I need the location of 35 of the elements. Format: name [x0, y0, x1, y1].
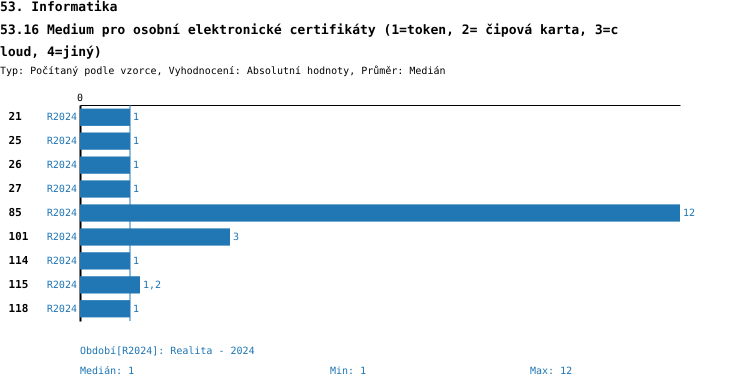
y-tick-label: 118: [8, 302, 28, 315]
text: R2024: [46, 184, 77, 196]
y-tick-label: 25: [8, 134, 22, 148]
data-label: 12: [683, 208, 696, 219]
text: 0: [76, 93, 84, 104]
text: Typ: Počítaný podle vzorce, Vyhodnocení: Absolutní hodnoty, Průměr: Medián: [0, 66, 446, 77]
y-tick-label: 114: [8, 254, 29, 267]
data-label: 1,2: [143, 280, 162, 291]
data-label: 1: [133, 112, 140, 124]
y-tick-label: 21: [8, 110, 22, 124]
y-tick-label: 26: [8, 158, 22, 172]
data-label: 3: [233, 232, 240, 243]
y-tick-label: 27: [8, 182, 22, 196]
text: R2024: [46, 304, 77, 315]
series-label: R2024: [46, 112, 77, 124]
chart-subtitle: 53.16 Medium pro osobní elektronické certifikáty (1=token, 2= čipová karta, 3=cloud, 4=jiný): [0, 22, 620, 62]
text: R2024: [46, 136, 77, 148]
y-tick-label: 115: [8, 278, 28, 291]
data-label: 1: [133, 184, 140, 196]
data-label: 1: [133, 136, 140, 148]
y-tick-label: 85: [8, 206, 22, 219]
text: R2024: [46, 160, 77, 172]
chart-title: 53. Informatika: [0, 0, 118, 15]
data-label: 1: [133, 256, 140, 267]
text: Medián: 1: [80, 366, 134, 377]
text: Min: 1: [330, 366, 366, 377]
text: Období[R2024]: Realita - 2024: [80, 346, 255, 357]
text: R2024: [46, 208, 77, 219]
data-label: 1: [133, 160, 140, 172]
text: R2024: [46, 256, 77, 267]
text: R2024: [46, 280, 77, 291]
data-label: 1: [133, 304, 140, 315]
text: R2024: [46, 232, 77, 243]
text: Max: 12: [530, 366, 572, 377]
y-tick-label: 101: [8, 230, 29, 243]
